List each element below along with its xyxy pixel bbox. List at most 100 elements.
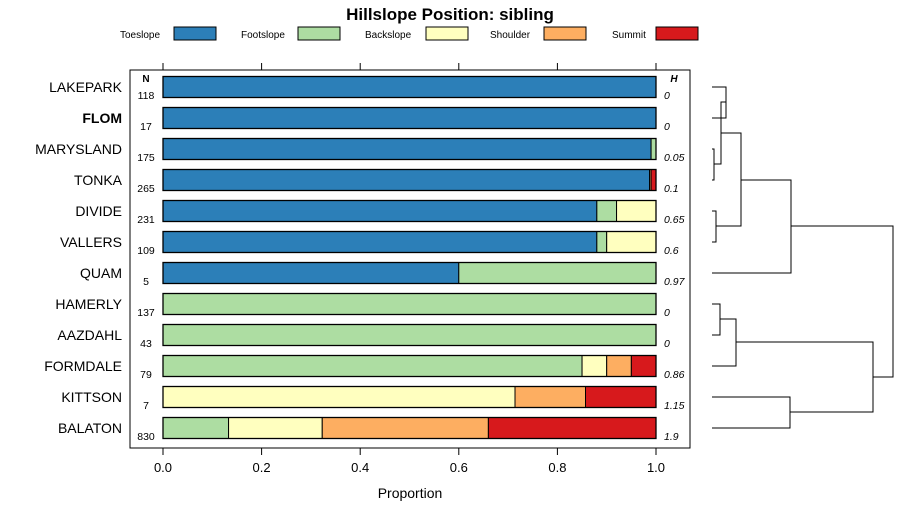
legend-label-backslope: Backslope xyxy=(365,30,412,41)
bar-segment-vallers-backslope xyxy=(606,231,657,253)
row-divide: DIVIDE 231 0.65 xyxy=(75,199,685,226)
legend-label-footslope: Footslope xyxy=(241,30,285,41)
tick-label-2: 0.4 xyxy=(351,460,369,475)
row-label-balaton: BALATON xyxy=(58,420,122,436)
legend-swatch-shoulder xyxy=(543,26,587,41)
n-value-balaton: 830 xyxy=(137,431,155,443)
dendrogram-branch-3 xyxy=(712,210,717,243)
x-axis: 0.0 0.2 0.4 0.6 0.8 1.0 xyxy=(154,63,665,475)
row-label-aazdahl: AAZDAHL xyxy=(57,327,122,343)
bar-segment-marysland-footslope xyxy=(650,138,657,160)
legend-swatch-footslope xyxy=(297,26,341,41)
row-label-marysland: MARYSLAND xyxy=(35,141,122,157)
bar-segment-vallers-toeslope xyxy=(162,231,598,253)
n-value-quam: 5 xyxy=(143,276,149,288)
row-lakepark: LAKEPARK 118 0 xyxy=(49,75,670,102)
x-axis-label: Proportion xyxy=(378,485,443,501)
bar-segment-lakepark-toeslope xyxy=(162,76,657,98)
h-value-balaton: 1.9 xyxy=(664,431,679,443)
h-value-divide: 0.65 xyxy=(664,214,685,226)
bar-segment-kittson-backslope xyxy=(162,386,516,408)
bar-segment-quam-footslope xyxy=(458,262,657,284)
row-label-flom: FLOM xyxy=(82,110,122,126)
bar-outline-divide xyxy=(162,199,657,223)
legend-swatch-backslope xyxy=(425,26,469,41)
dendrogram-branch-6 xyxy=(712,303,721,336)
dendrogram-branch-10 xyxy=(791,225,894,378)
bar-segment-hamerly-footslope xyxy=(162,293,657,315)
bar-outline-hamerly xyxy=(162,292,657,316)
h-value-hamerly: 0 xyxy=(664,307,670,319)
h-value-kittson: 1.15 xyxy=(664,400,685,412)
bar-segment-formdale-shoulder xyxy=(606,355,632,377)
dendrogram xyxy=(712,86,894,429)
n-value-marysland: 175 xyxy=(137,152,155,164)
row-quam: QUAM 5 0.97 xyxy=(80,261,686,288)
legend: Toeslope Footslope Backslope Shoulder Summit xyxy=(120,26,699,41)
bar-segment-divide-toeslope xyxy=(162,200,598,222)
bar-outline-kittson xyxy=(162,385,657,409)
h-value-lakepark: 0 xyxy=(664,90,670,102)
legend-label-toeslope: Toeslope xyxy=(120,30,160,41)
bar-segment-balaton-shoulder xyxy=(321,417,489,439)
bar-segment-formdale-backslope xyxy=(581,355,608,377)
legend-label-summit: Summit xyxy=(612,30,646,41)
legend-label-shoulder: Shoulder xyxy=(490,30,531,41)
bar-segment-balaton-backslope xyxy=(228,417,323,439)
bar-segment-kittson-shoulder xyxy=(514,386,587,408)
row-label-hamerly: HAMERLY xyxy=(55,296,122,312)
legend-swatch-toeslope xyxy=(173,26,217,41)
bar-segment-tonka-toeslope xyxy=(162,169,651,191)
row-label-kittson: KITTSON xyxy=(61,389,122,405)
row-balaton: BALATON 830 1.9 xyxy=(58,416,679,443)
bar-outline-aazdahl xyxy=(162,323,657,347)
row-formdale: FORMDALE 79 0.86 xyxy=(44,354,685,381)
row-label-vallers: VALLERS xyxy=(60,234,122,250)
bar-segment-formdale-summit xyxy=(630,355,657,377)
bar-segment-balaton-footslope xyxy=(162,417,230,439)
bar-segment-marysland-toeslope xyxy=(162,138,652,160)
bar-outline-balaton xyxy=(162,416,657,440)
bar-outline-tonka xyxy=(162,168,657,192)
legend-swatch-summit xyxy=(655,26,699,41)
bar-outline-flom xyxy=(162,106,657,130)
row-label-lakepark: LAKEPARK xyxy=(49,79,123,95)
row-label-quam: QUAM xyxy=(80,265,122,281)
dendrogram-branch-7 xyxy=(712,318,737,367)
tick-label-0: 0.0 xyxy=(154,460,172,475)
bar-segment-balaton-summit xyxy=(487,417,657,439)
h-column-header: H xyxy=(670,74,678,85)
dendrogram-branch-8 xyxy=(712,396,791,429)
chart-title: Hillslope Position: sibling xyxy=(346,5,554,24)
h-value-marysland: 0.05 xyxy=(664,152,685,164)
bar-segment-divide-footslope xyxy=(596,200,618,222)
n-value-vallers: 109 xyxy=(137,245,155,257)
row-vallers: VALLERS 109 0.6 xyxy=(60,230,679,257)
row-aazdahl: AAZDAHL 43 0 xyxy=(57,323,670,350)
bar-segment-aazdahl-footslope xyxy=(162,324,657,346)
n-value-flom: 17 xyxy=(140,121,152,133)
h-value-quam: 0.97 xyxy=(664,276,686,288)
bar-outline-quam xyxy=(162,261,657,285)
tick-label-3: 0.6 xyxy=(450,460,468,475)
bar-segment-divide-backslope xyxy=(616,200,657,222)
bar-segment-kittson-summit xyxy=(585,386,657,408)
h-value-formdale: 0.86 xyxy=(664,369,685,381)
n-column-header: N xyxy=(142,74,149,85)
bar-rows: LAKEPARK 118 0 FLOM 17 0 MARYSLAND 175 0.05 TONKA… xyxy=(35,75,686,443)
row-marysland: MARYSLAND 175 0.05 xyxy=(35,137,685,164)
h-value-flom: 0 xyxy=(664,121,670,133)
dendrogram-branch-9 xyxy=(736,341,874,413)
plot-frame xyxy=(129,69,691,449)
n-value-kittson: 7 xyxy=(143,400,149,412)
bar-segment-flom-toeslope xyxy=(162,107,657,129)
n-value-hamerly: 137 xyxy=(137,307,155,319)
row-label-divide: DIVIDE xyxy=(75,203,122,219)
n-value-aazdahl: 43 xyxy=(140,338,152,350)
row-tonka: TONKA 265 0.1 xyxy=(74,168,679,195)
n-value-tonka: 265 xyxy=(137,183,155,195)
row-label-formdale: FORMDALE xyxy=(44,358,122,374)
n-value-lakepark: 118 xyxy=(138,90,155,102)
h-value-tonka: 0.1 xyxy=(664,183,679,195)
